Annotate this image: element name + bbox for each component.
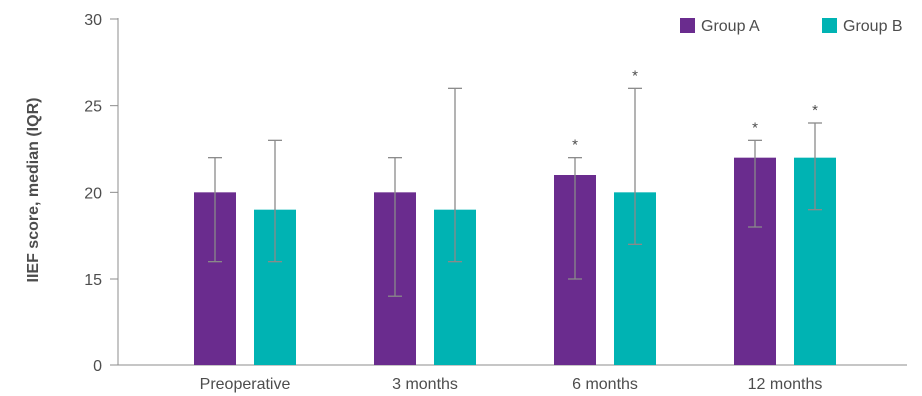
error-bar [748, 139, 762, 228]
x-ticks: Preoperative 3 months 6 months 12 months [200, 376, 823, 393]
error-bar [808, 122, 822, 211]
significance-star: * [812, 102, 818, 119]
error-bar [448, 87, 462, 263]
x-tick-label: 6 months [572, 376, 638, 393]
x-tick-label: Preoperative [200, 376, 291, 393]
significance-star: * [572, 137, 578, 154]
y-tick-label: 0 [93, 358, 102, 375]
x-tick-label: 3 months [392, 376, 458, 393]
y-tick-label: 20 [84, 185, 102, 202]
y-tick-label: 30 [84, 12, 102, 29]
significance-star: * [632, 67, 638, 84]
y-axis-title: IIEF score, median (IQR) [25, 98, 42, 283]
error-bar [208, 157, 222, 263]
legend-swatch [822, 18, 837, 33]
error-bar [388, 157, 402, 297]
legend-label: Group A [701, 18, 760, 35]
legend-label: Group B [843, 18, 903, 35]
x-tick-label: 12 months [748, 376, 823, 393]
error-bar [568, 157, 582, 280]
bars: * * * * [194, 67, 836, 365]
legend: Group A Group B [680, 18, 903, 35]
error-bar [628, 87, 642, 245]
significance-star: * [752, 119, 758, 136]
y-tick-label: 15 [84, 272, 102, 289]
y-tick-label: 25 [84, 99, 102, 116]
y-ticks: 0 15 20 25 30 [84, 12, 118, 375]
legend-swatch [680, 18, 695, 33]
error-bar [268, 139, 282, 263]
